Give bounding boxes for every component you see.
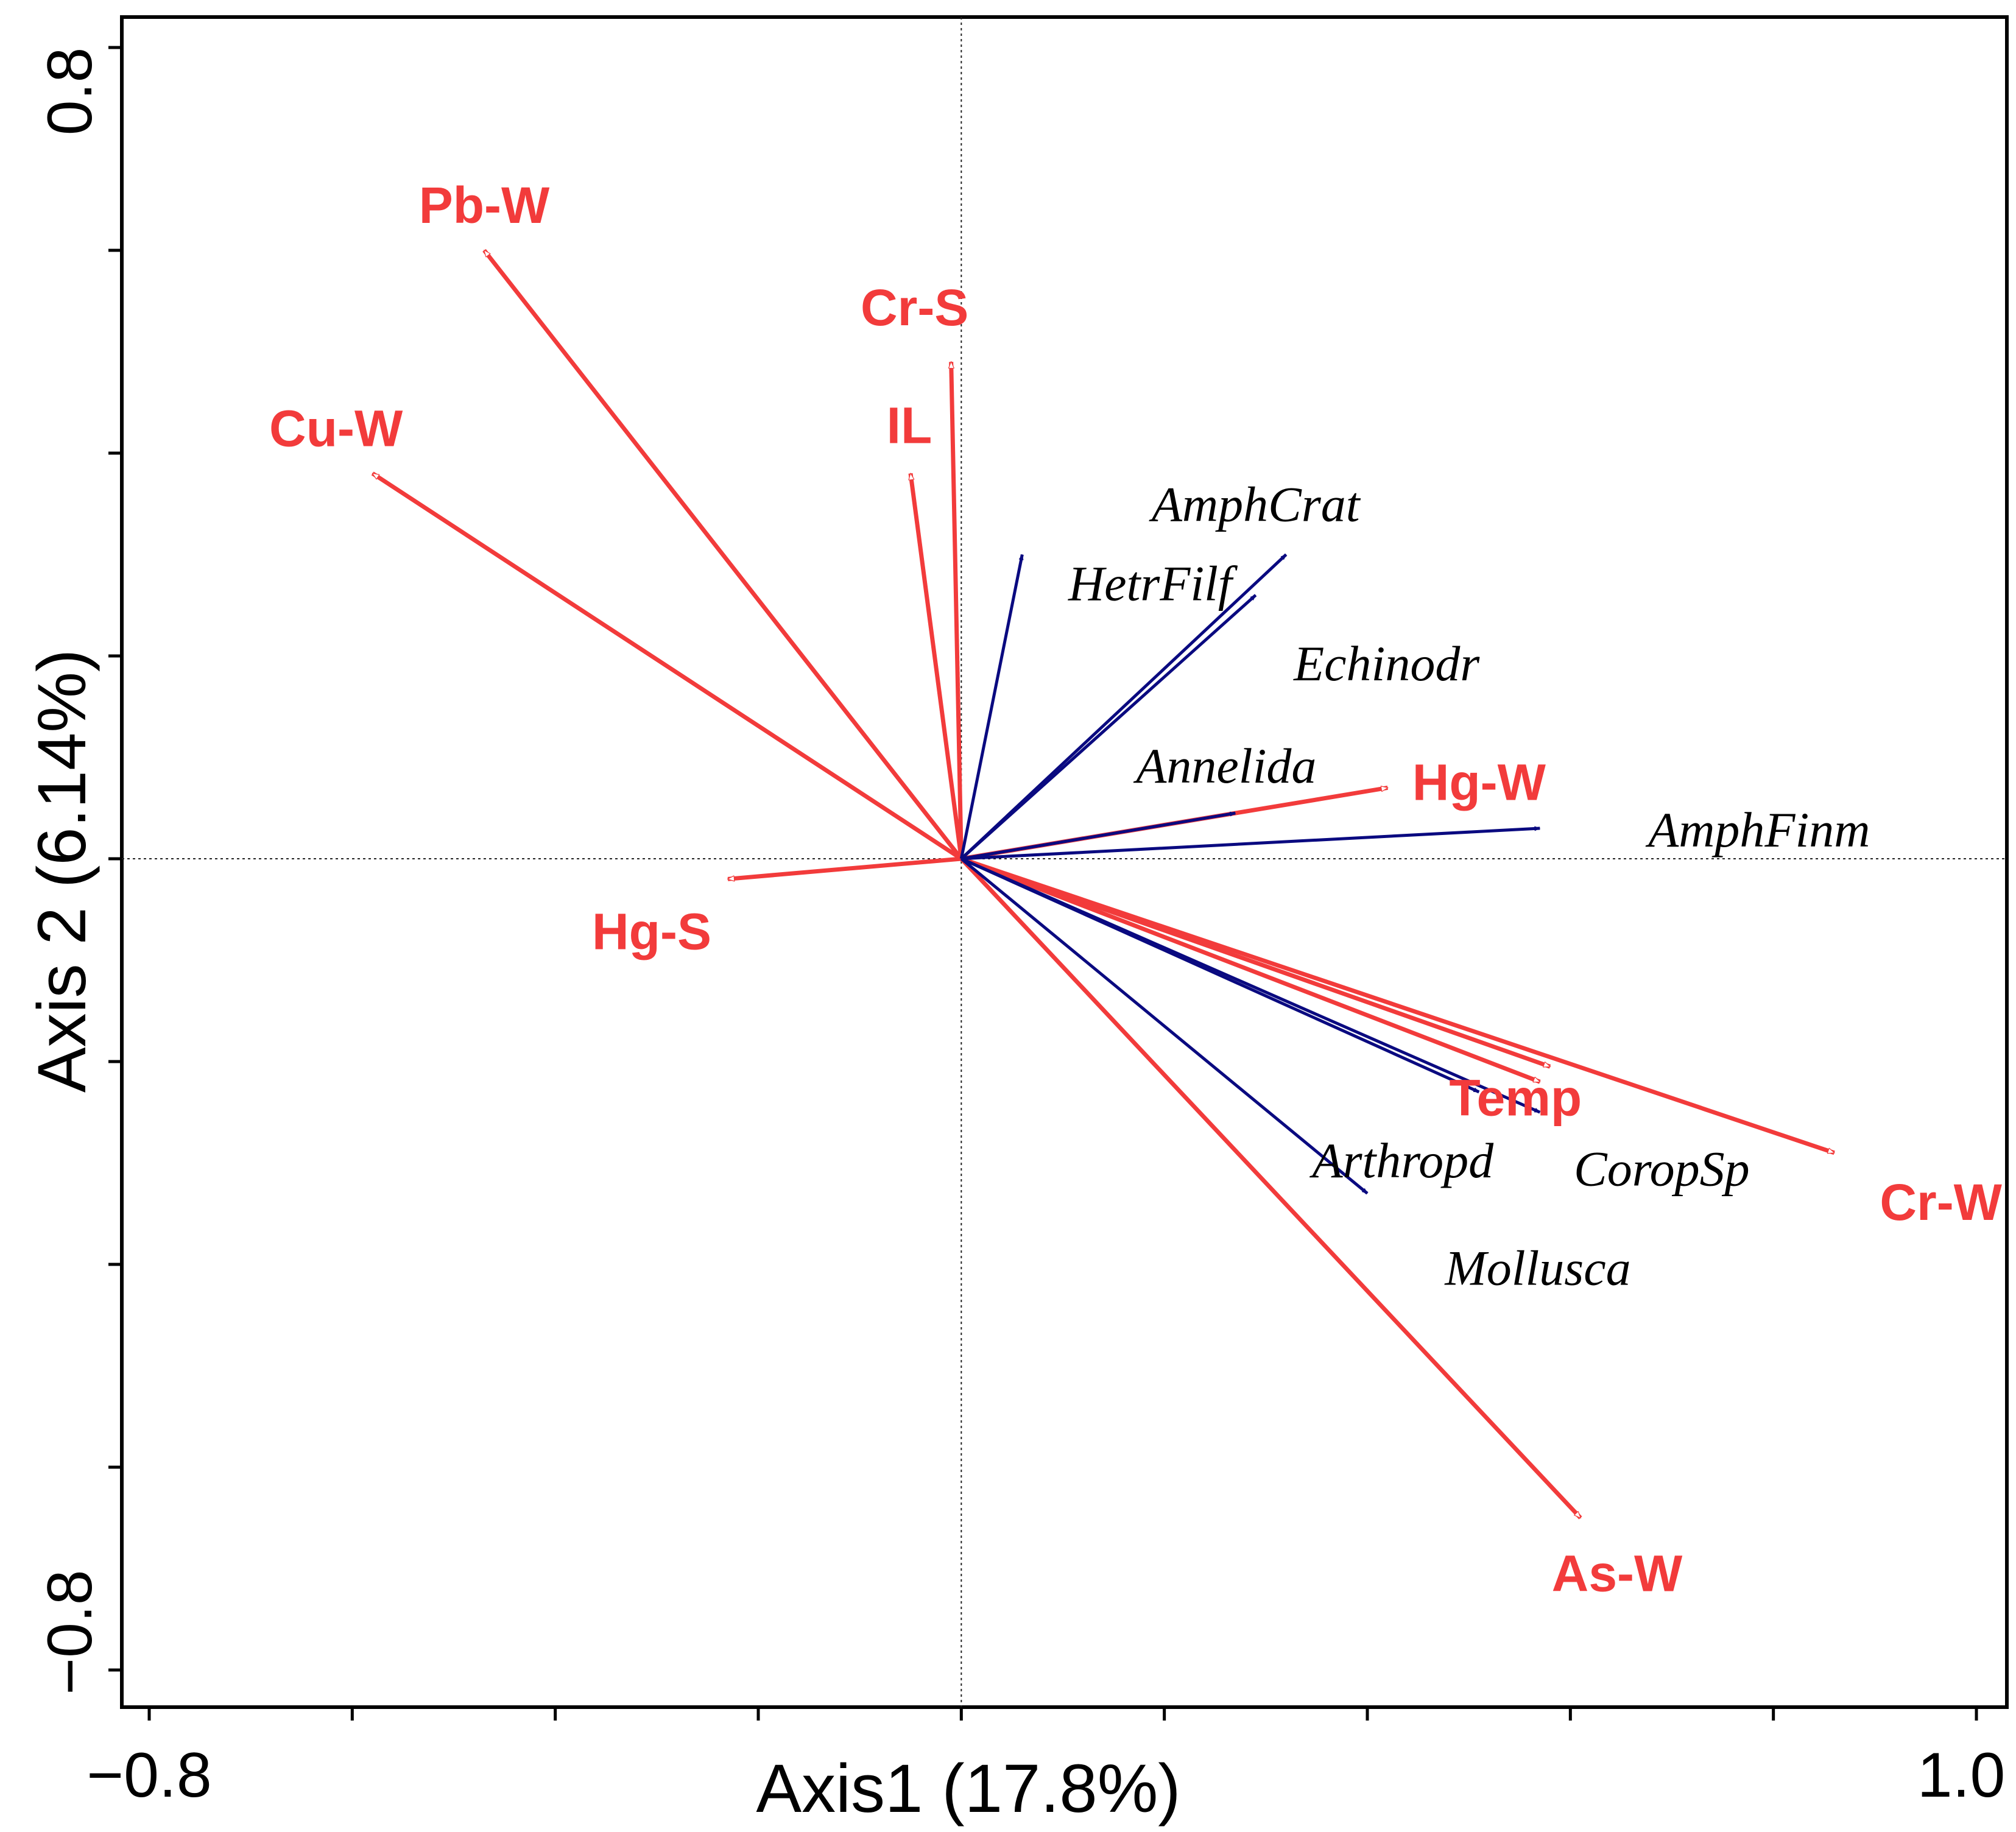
x-tick-label-max: 1.0 (1917, 1740, 2006, 1811)
vector-labels: Pb-W Cr-S IL Cu-W Hg-W Hg-S Temp Cr-W As-W HetrFi… (269, 177, 2003, 1602)
species-vector-annelida (960, 811, 1236, 861)
species-vector-amphcrat (960, 553, 1288, 860)
env-label-il: IL (887, 396, 932, 454)
env-vector-il (911, 473, 964, 859)
species-vector-coropsp (960, 857, 1541, 1114)
env-label-cr-w: Cr-W (1880, 1174, 2002, 1231)
env-label-hg-w: Hg-W (1412, 753, 1546, 811)
species-label-echinodr: Echinodr (1293, 636, 1480, 691)
env-vector-cu-w (371, 471, 963, 861)
environmental-vectors (371, 248, 1834, 1520)
species-vector-mollusca (960, 858, 1369, 1195)
species-label-hetrfilf: HetrFilf (1068, 556, 1238, 611)
env-vector-temp (960, 856, 1540, 1084)
y-axis-title: Axis 2 (6.14%) (24, 649, 100, 1093)
plot-frame (120, 15, 2009, 1709)
species-label-coropsp: CoropSp (1574, 1141, 1750, 1196)
env-label-temp: Temp (1449, 1069, 1582, 1126)
species-label-amphcrat: AmphCrat (1149, 477, 1361, 532)
env-vector-as-w (959, 857, 1582, 1520)
species-label-amphfinm: AmphFinm (1645, 802, 1870, 858)
env-vector-cr-s (951, 362, 964, 859)
species-label-mollusca: Mollusca (1444, 1240, 1630, 1295)
env-label-hg-s: Hg-S (592, 903, 711, 960)
env-label-cu-w: Cu-W (269, 400, 403, 457)
species-vectors (959, 553, 1541, 1195)
env-vector-cr-w (960, 856, 1834, 1155)
env-vector-hg-s (728, 856, 962, 879)
y-tick-label-max: 0.8 (35, 48, 105, 136)
env-label-cr-s: Cr-S (861, 279, 968, 336)
species-label-annelida: Annelida (1133, 738, 1316, 794)
env-label-pb-w: Pb-W (419, 177, 550, 234)
env-vector-pb-w (482, 248, 964, 861)
species-vector-hetrfilf (959, 554, 1024, 859)
y-tick-label-min: −0.8 (35, 1570, 105, 1694)
species-label-arthropd: Arthropd (1309, 1133, 1495, 1188)
species-vector-echinodr (960, 594, 1257, 860)
species-vector-amphfinm (961, 826, 1541, 861)
x-axis-title: Axis1 (17.8%) (756, 1750, 1180, 1827)
x-tick-label-min: −0.8 (86, 1740, 211, 1811)
env-label-as-w: As-W (1552, 1545, 1683, 1602)
